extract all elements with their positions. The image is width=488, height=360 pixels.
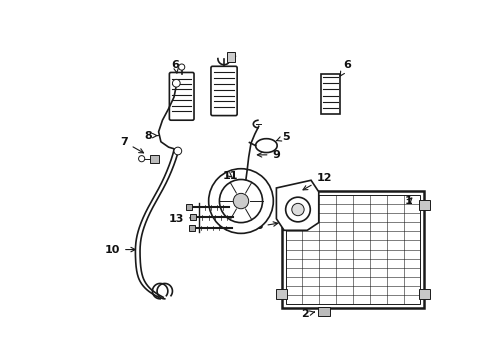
Text: 11: 11: [222, 171, 238, 181]
Circle shape: [178, 64, 184, 70]
Circle shape: [219, 180, 262, 222]
Circle shape: [233, 193, 248, 209]
Text: 6: 6: [340, 60, 350, 76]
Text: 4: 4: [227, 52, 235, 62]
Bar: [418, 201, 429, 210]
Text: 3: 3: [254, 221, 277, 231]
Text: 8: 8: [144, 131, 158, 141]
Polygon shape: [281, 210, 301, 230]
Circle shape: [138, 156, 144, 162]
Bar: [276, 289, 286, 299]
FancyBboxPatch shape: [210, 66, 237, 116]
Bar: [150, 155, 159, 163]
Text: 9: 9: [257, 150, 280, 160]
Bar: [418, 289, 429, 299]
Text: 10: 10: [104, 244, 135, 255]
Circle shape: [208, 169, 273, 233]
Bar: [285, 195, 420, 304]
Bar: [321, 74, 339, 114]
Text: 7: 7: [120, 137, 143, 153]
Bar: [281, 191, 424, 308]
Text: 6: 6: [171, 60, 179, 73]
Circle shape: [172, 80, 180, 87]
Circle shape: [291, 203, 304, 216]
Bar: [276, 201, 286, 210]
Bar: [226, 53, 234, 62]
Text: 12: 12: [303, 173, 331, 190]
Text: 1: 1: [404, 196, 412, 206]
Bar: [317, 306, 329, 316]
Text: 13: 13: [168, 214, 195, 224]
Polygon shape: [276, 180, 318, 230]
Bar: [190, 214, 196, 220]
Text: 5: 5: [276, 132, 289, 142]
Bar: [188, 225, 194, 231]
Circle shape: [174, 147, 182, 155]
FancyBboxPatch shape: [169, 72, 194, 120]
Circle shape: [285, 197, 310, 222]
Text: 2: 2: [301, 309, 314, 319]
Bar: [186, 204, 192, 210]
